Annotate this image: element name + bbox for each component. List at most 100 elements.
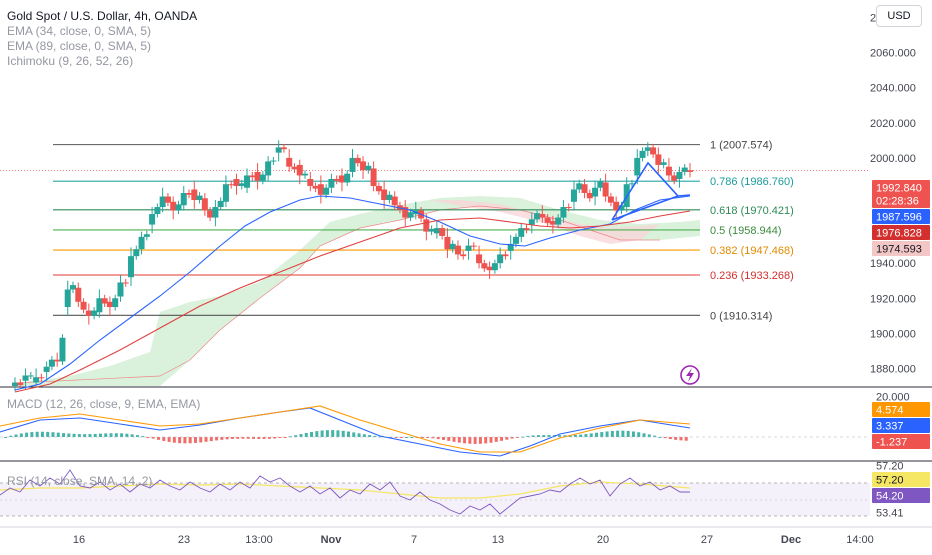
macd-histogram-bar <box>568 435 572 437</box>
chart-title[interactable]: Gold Spot / U.S. Dollar, 4h, OANDA <box>7 9 198 23</box>
macd-histogram-bar <box>77 434 81 437</box>
candle-body <box>549 221 556 225</box>
ichimoku-cloud <box>15 196 700 386</box>
candle-body <box>85 310 92 316</box>
macd-histogram-bar <box>283 437 287 438</box>
lightning-icon[interactable] <box>680 365 700 385</box>
candle-body <box>449 243 456 250</box>
macd-histogram-bar <box>120 433 124 437</box>
macd-title[interactable]: MACD (12, 26, close, 9, EMA, EMA) <box>7 397 201 411</box>
candle-body <box>302 173 309 176</box>
macd-histogram-bar <box>357 433 361 437</box>
candle-body <box>106 301 113 308</box>
rsi-title[interactable]: RSI (14, close, SMA, 14, 2) <box>7 474 153 488</box>
candle-body <box>628 183 635 185</box>
macd-histogram-bar <box>14 434 18 437</box>
candle-body <box>138 236 145 250</box>
macd-histogram-bar <box>130 434 134 437</box>
macd-histogram-bar <box>40 431 44 437</box>
candle-body <box>333 178 340 181</box>
macd-histogram-bar <box>141 436 145 438</box>
indicator-ichimoku[interactable]: Ichimoku (9, 26, 52, 26) <box>7 54 134 68</box>
macd-histogram-bar <box>230 437 234 439</box>
candle-body <box>375 185 382 192</box>
macd-histogram-bar <box>204 437 208 442</box>
candle-body <box>687 170 693 172</box>
candle-body <box>607 196 614 203</box>
price-badge-label: 57.20 <box>876 461 904 473</box>
currency-button[interactable]: USD <box>876 5 922 27</box>
candle-body <box>217 200 224 208</box>
macd-histogram-bar <box>515 437 519 438</box>
fib-retracement[interactable]: 1 (2007.574) 0.786 (1986.760) 0.618 (1970.… <box>53 140 794 323</box>
indicator-ema89[interactable]: EMA (89, close, 0, SMA, 5) <box>7 39 152 53</box>
macd-histogram-bar <box>19 433 23 437</box>
candle-body <box>560 207 567 218</box>
time-tick-label: Dec <box>781 534 801 546</box>
candle-body <box>671 175 678 181</box>
macd-histogram-bar <box>621 430 625 437</box>
candle-body <box>454 245 461 255</box>
macd-histogram-bar <box>151 437 155 439</box>
triangle-drawing[interactable] <box>611 161 691 221</box>
candle-body <box>428 228 435 232</box>
candle-body <box>112 298 119 308</box>
price-badge-label: 1992.840 <box>876 183 922 195</box>
candle-body <box>613 201 620 211</box>
candle-body <box>222 184 229 202</box>
price-tick-label: 1920.000 <box>870 293 916 305</box>
indicator-ema34[interactable]: EMA (34, close, 0, SMA, 5) <box>7 24 152 38</box>
macd-histogram-bar <box>252 437 256 439</box>
macd-histogram-bar <box>616 430 620 437</box>
candle-body <box>555 217 562 225</box>
candle-body <box>650 147 657 155</box>
candle-body <box>307 178 314 186</box>
macd-pane[interactable] <box>0 405 691 457</box>
candle-body <box>128 256 135 278</box>
price-badge-label: 53.41 <box>876 508 904 520</box>
macd-histogram-bar <box>436 437 440 440</box>
macd-histogram-bar <box>389 436 393 438</box>
candle-body <box>360 161 367 171</box>
candle-body <box>154 207 161 215</box>
candle-body <box>407 212 414 218</box>
candle-body <box>259 174 266 181</box>
candle-body <box>291 166 298 170</box>
fib-label: 0.786 (1986.760) <box>710 176 794 188</box>
legend: Gold Spot / U.S. Dollar, 4h, OANDA EMA (… <box>7 9 197 69</box>
macd-histogram-bar <box>220 437 224 440</box>
candle-body <box>581 184 588 193</box>
macd-histogram-bar <box>294 435 298 437</box>
candle-body <box>164 196 171 203</box>
time-axis[interactable]: 16 23 13:00 Nov 7 13 20 27 Dec 14:00 <box>73 534 874 546</box>
macd-histogram-bar <box>347 431 350 437</box>
macd-histogram-bar <box>162 437 166 441</box>
macd-histogram-bar <box>51 432 55 437</box>
candle-body <box>386 194 393 201</box>
triangle-base[interactable] <box>611 195 679 221</box>
price-badge-label: 1974.593 <box>876 244 922 256</box>
macd-histogram-bar <box>558 435 562 437</box>
price-badge <box>872 488 930 503</box>
price-tick-label: 1880.000 <box>870 363 916 375</box>
macd-histogram-bar <box>193 437 197 443</box>
candle-body <box>639 150 646 158</box>
macd-histogram-bar <box>331 430 335 437</box>
macd-histogram-bar <box>25 432 29 437</box>
macd-histogram-bar <box>431 437 435 439</box>
candle-body <box>54 359 61 362</box>
time-tick-label: 13:00 <box>245 534 273 546</box>
macd-histogram-bar <box>642 433 646 437</box>
candle-body <box>180 193 187 206</box>
price-badge <box>872 193 930 208</box>
macd-signal-line <box>0 405 691 453</box>
candle-body <box>228 184 235 186</box>
macd-histogram-bar <box>172 437 176 443</box>
macd-histogram-bar <box>246 437 250 439</box>
candle-body <box>244 175 251 188</box>
price-badge-label: 1987.596 <box>876 212 922 224</box>
macd-histogram-bar <box>610 430 614 437</box>
price-badge <box>872 402 930 417</box>
macd-histogram-bar <box>510 437 514 439</box>
